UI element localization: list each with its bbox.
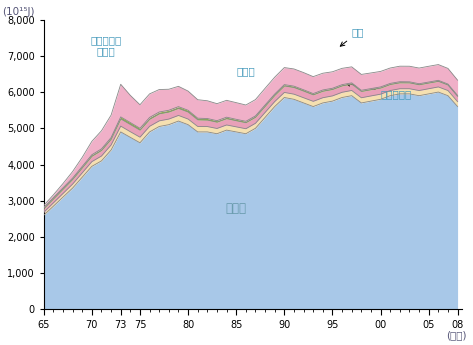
- Text: 鉱業: 鉱業: [340, 27, 364, 46]
- Text: 製造業: 製造業: [226, 201, 247, 215]
- Text: 非エネルギ: 非エネルギ: [91, 35, 122, 45]
- Text: ー利用: ー利用: [97, 46, 116, 56]
- Text: (年度): (年度): [446, 330, 466, 340]
- Text: 建設業: 建設業: [236, 66, 255, 76]
- Text: 農林水産業: 農林水産業: [346, 82, 412, 99]
- Text: (10¹⁵J): (10¹⁵J): [2, 7, 35, 17]
